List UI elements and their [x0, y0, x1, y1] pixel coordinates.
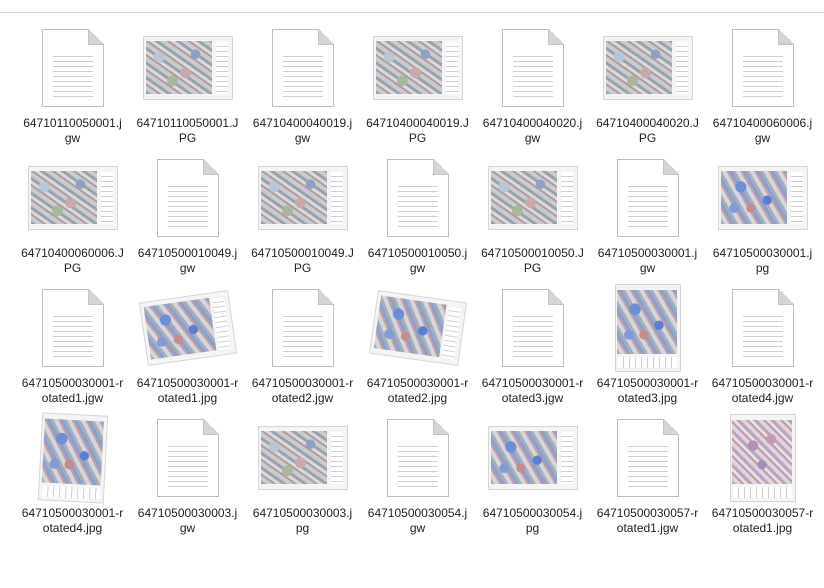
file-name: 64710500030057-rotated1.jgw: [596, 506, 699, 535]
file-name: 64710500030001-rotated4.jgw: [711, 376, 814, 405]
image-thumbnail: [360, 20, 475, 116]
document-icon: [475, 280, 590, 376]
file-name: 64710500030001-rotated1.jpg: [136, 376, 239, 405]
file-item[interactable]: 64710500030054.jpg: [475, 410, 590, 540]
file-name: 64710500030001.jgw: [597, 246, 698, 275]
document-icon: [360, 410, 475, 506]
file-item[interactable]: 64710500010049.JPG: [245, 150, 360, 280]
image-thumbnail: [15, 410, 130, 506]
file-item[interactable]: 64710500010050.jgw: [360, 150, 475, 280]
file-item[interactable]: 64710400040019.jgw: [245, 20, 360, 150]
image-thumbnail: [245, 150, 360, 246]
file-item[interactable]: 64710500030001-rotated2.jpg: [360, 280, 475, 410]
image-thumbnail: [475, 410, 590, 506]
file-item[interactable]: 64710500030001-rotated4.jgw: [705, 280, 820, 410]
file-name: 64710500010049.JPG: [251, 246, 354, 275]
file-item[interactable]: 64710110050001.jgw: [15, 20, 130, 150]
file-item[interactable]: 64710500030001.jpg: [705, 150, 820, 280]
file-name: 64710500030001.jpg: [712, 246, 813, 275]
file-item[interactable]: 64710500030003.jgw: [130, 410, 245, 540]
image-thumbnail: [15, 150, 130, 246]
image-thumbnail: [590, 280, 705, 376]
header-divider: [0, 12, 824, 13]
file-item[interactable]: 64710400040019.JPG: [360, 20, 475, 150]
file-name: 64710500030001-rotated3.jgw: [481, 376, 584, 405]
file-name: 64710500010050.JPG: [481, 246, 584, 275]
file-item[interactable]: 64710400060006.jgw: [705, 20, 820, 150]
document-icon: [15, 20, 130, 116]
image-thumbnail: [130, 280, 245, 376]
image-thumbnail: [475, 150, 590, 246]
document-icon: [475, 20, 590, 116]
file-item[interactable]: 64710400060006.JPG: [15, 150, 130, 280]
file-item[interactable]: 64710500030003.jpg: [245, 410, 360, 540]
file-item[interactable]: 64710500030001-rotated4.jpg: [15, 410, 130, 540]
image-thumbnail: [130, 20, 245, 116]
file-item[interactable]: 64710110050001.JPG: [130, 20, 245, 150]
file-item[interactable]: 64710500030001-rotated1.jgw: [15, 280, 130, 410]
document-icon: [245, 280, 360, 376]
file-name: 64710500030057-rotated1.jpg: [711, 506, 814, 535]
image-thumbnail: [705, 150, 820, 246]
file-name: 64710400040019.JPG: [366, 116, 469, 145]
file-name: 64710500030054.jpg: [482, 506, 583, 535]
file-name: 64710110050001.JPG: [136, 116, 239, 145]
image-thumbnail: [245, 410, 360, 506]
file-item[interactable]: 64710500030001-rotated3.jgw: [475, 280, 590, 410]
file-name: 64710500030003.jgw: [137, 506, 238, 535]
file-name: 64710110050001.jgw: [23, 116, 122, 145]
document-icon: [130, 150, 245, 246]
file-grid: 64710110050001.jgw 64710110050001.JPG 6471…: [15, 20, 820, 540]
document-icon: [590, 150, 705, 246]
file-name: 64710400040020.jgw: [482, 116, 583, 145]
file-name: 64710500010049.jgw: [137, 246, 238, 275]
document-icon: [360, 150, 475, 246]
file-name: 64710400040020.JPG: [596, 116, 699, 145]
file-item[interactable]: 64710500010049.jgw: [130, 150, 245, 280]
document-icon: [130, 410, 245, 506]
image-thumbnail: [705, 410, 820, 506]
file-name: 64710400040019.jgw: [252, 116, 353, 145]
image-thumbnail: [590, 20, 705, 116]
document-icon: [705, 280, 820, 376]
file-name: 64710500030054.jgw: [367, 506, 468, 535]
file-item[interactable]: 64710500030057-rotated1.jgw: [590, 410, 705, 540]
file-name: 64710500030001-rotated1.jgw: [21, 376, 124, 405]
file-name: 64710500030001-rotated3.jpg: [596, 376, 699, 405]
file-item[interactable]: 64710500030001-rotated3.jpg: [590, 280, 705, 410]
document-icon: [15, 280, 130, 376]
file-name: 64710500030003.jpg: [252, 506, 353, 535]
document-icon: [245, 20, 360, 116]
document-icon: [705, 20, 820, 116]
file-name: 64710400060006.JPG: [21, 246, 124, 275]
file-name: 64710500010050.jgw: [367, 246, 468, 275]
file-item[interactable]: 64710500030001-rotated2.jgw: [245, 280, 360, 410]
file-name: 64710500030001-rotated2.jgw: [251, 376, 354, 405]
document-icon: [590, 410, 705, 506]
file-item[interactable]: 64710500030057-rotated1.jpg: [705, 410, 820, 540]
image-thumbnail: [360, 280, 475, 376]
file-item[interactable]: 64710500030001.jgw: [590, 150, 705, 280]
file-item[interactable]: 64710500030001-rotated1.jpg: [130, 280, 245, 410]
file-name: 64710500030001-rotated4.jpg: [21, 506, 124, 535]
file-item[interactable]: 64710400040020.jgw: [475, 20, 590, 150]
file-item[interactable]: 64710400040020.JPG: [590, 20, 705, 150]
file-name: 64710400060006.jgw: [712, 116, 813, 145]
file-item[interactable]: 64710500010050.JPG: [475, 150, 590, 280]
file-item[interactable]: 64710500030054.jgw: [360, 410, 475, 540]
file-name: 64710500030001-rotated2.jpg: [366, 376, 469, 405]
